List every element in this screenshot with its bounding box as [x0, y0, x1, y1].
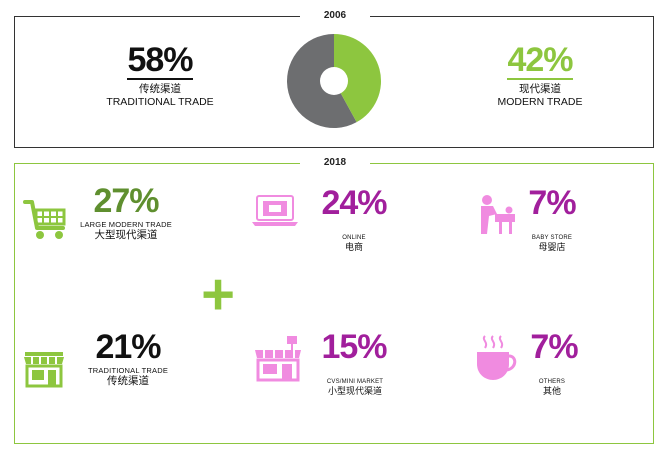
baby-store-cn: 母婴店: [538, 242, 566, 252]
mother-baby-icon: [481, 195, 515, 234]
storefront-icon: [24, 352, 64, 388]
traditional-trade-2006-en: TRADITIONAL TRADE: [106, 96, 214, 108]
pie-hole: [320, 67, 348, 95]
online-en: ONLINE: [342, 235, 366, 241]
modern-trade-2006-value: 42%: [507, 41, 574, 80]
laptop-shop-icon: [252, 195, 298, 226]
modern-trade-2006: 42% 现代渠道 MODERN TRADE: [465, 43, 615, 108]
others-labels: OTHERS 其他: [517, 378, 587, 397]
large-modern-trade-cn: 大型现代渠道: [94, 229, 158, 241]
traditional-trade-2018-value: 21%: [95, 328, 161, 366]
traditional-trade-2018-en: TRADITIONAL TRADE: [87, 366, 169, 375]
baby-store-en: BABY STORE: [531, 235, 573, 241]
large-modern-trade-en: LARGE MODERN TRADE: [80, 220, 172, 229]
traditional-trade-2006: 58% 传统渠道 TRADITIONAL TRADE: [75, 43, 245, 108]
pie-chart-2006: [287, 34, 381, 128]
large-modern-trade-2018: 27% LARGE MODERN TRADE 大型现代渠道: [71, 184, 181, 242]
traditional-trade-2018: 21% TRADITIONAL TRADE 传统渠道: [73, 330, 183, 388]
traditional-trade-2006-value: 58%: [127, 41, 194, 80]
plus-sign: +: [201, 262, 235, 327]
online-cn: 电商: [344, 242, 363, 252]
modern-trade-2006-cn: 现代渠道: [519, 83, 561, 95]
baby-store-value: 7%: [528, 184, 576, 222]
cvs-en: CVS/MINI MARKET: [326, 379, 384, 385]
modern-trade-2006-en: MODERN TRADE: [497, 96, 583, 108]
cvs-labels: CVS/MINI MARKET 小型现代渠道: [307, 378, 403, 397]
others-value: 7%: [530, 328, 578, 366]
baby-store-labels: BABY STORE 母婴店: [517, 234, 587, 253]
shopping-cart-icon: [23, 200, 66, 239]
online-labels: ONLINE 电商: [319, 234, 389, 253]
baby-store-2018: 7%: [519, 186, 585, 220]
panel-2018: 2018 27% LARGE MODERN TRADE 大型现代渠道 24% O…: [14, 155, 654, 444]
cvs-2018: 15%: [309, 330, 399, 364]
online-2018: 24%: [309, 186, 399, 220]
year-2006-label: 2006: [300, 8, 370, 24]
cvs-value: 15%: [321, 328, 387, 366]
coffee-cup-icon: [477, 335, 517, 380]
pie-slice-modern-trade: [334, 34, 381, 123]
online-value: 24%: [321, 184, 387, 222]
panel-2006: 2006 58% 传统渠道 TRADITIONAL TRADE 42% 现代渠道…: [14, 8, 654, 148]
traditional-trade-2018-cn: 传统渠道: [107, 375, 149, 387]
others-cn: 其他: [542, 386, 561, 396]
others-2018: 7%: [521, 330, 587, 364]
traditional-trade-2006-cn: 传统渠道: [139, 83, 181, 95]
others-en: OTHERS: [538, 379, 566, 385]
cvs-cn: 小型现代渠道: [327, 386, 382, 396]
large-modern-trade-value: 27%: [93, 182, 159, 220]
year-2018-label: 2018: [300, 155, 370, 171]
mini-market-icon: [255, 336, 301, 382]
